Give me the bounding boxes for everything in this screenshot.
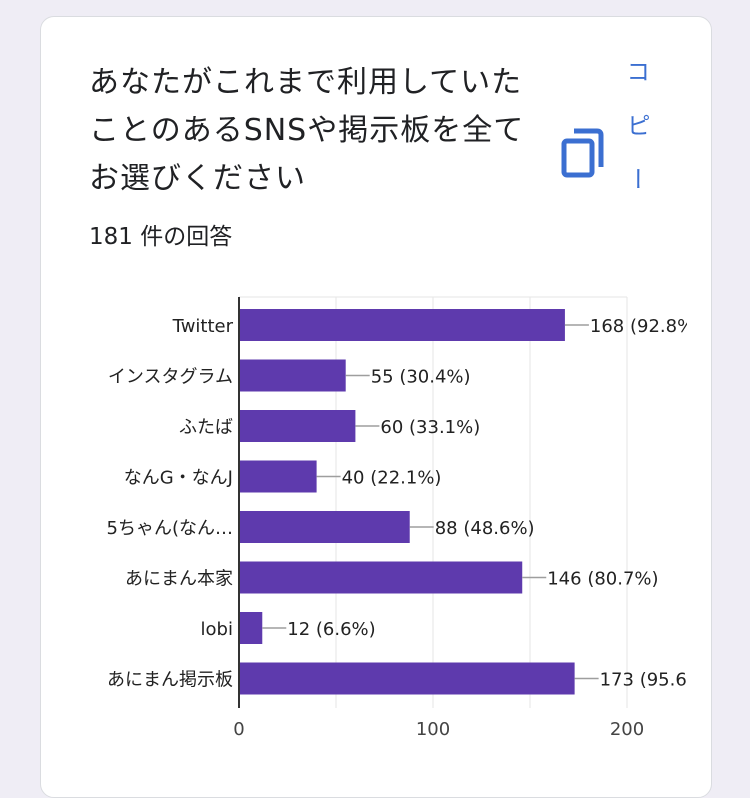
category-label: Twitter — [172, 316, 234, 337]
response-count: 181 件の回答 — [89, 224, 233, 250]
data-label: 60 (33.1%) — [380, 417, 480, 438]
bar — [239, 309, 565, 341]
category-label: あにまん掲示板 — [107, 670, 233, 691]
category-label: なんG・なんJ — [124, 468, 233, 489]
question-title: あなたがこれまで利用していたことのあるSNSや掲示板を全てお選びください — [89, 65, 525, 196]
copy-button[interactable] — [561, 125, 611, 181]
data-label: 173 (95.6% — [600, 670, 704, 691]
data-label: 146 (80.7%) — [547, 569, 658, 590]
x-tick-label: 100 — [416, 719, 450, 740]
bar — [239, 561, 523, 594]
category-label: インスタグラム — [108, 367, 233, 388]
data-label: 55 (30.4%) — [371, 367, 471, 388]
bar — [239, 662, 575, 695]
category-label: ふたば — [179, 417, 233, 438]
category-label: lobi — [201, 619, 233, 640]
bar — [239, 460, 317, 493]
x-tick-label: 200 — [610, 719, 644, 740]
copy-label[interactable]: コピー — [622, 59, 650, 221]
data-label: 12 (6.6%) — [287, 619, 375, 640]
category-label: 5ちゃん(なん… — [107, 518, 233, 539]
data-label: 88 (48.6%) — [435, 518, 535, 539]
data-label: 168 (92.8% — [590, 316, 694, 337]
data-label: 40 (22.1%) — [342, 468, 442, 489]
bar — [239, 511, 410, 543]
bar-chart: 168 (92.8% Twitter 55 (30.4%) インスタグラム 60 (33… — [107, 296, 704, 740]
bar — [239, 612, 263, 644]
x-tick-label: 0 — [233, 719, 244, 740]
category-label: あにまん本家 — [125, 569, 233, 590]
copy-icon — [561, 128, 604, 178]
bar — [239, 410, 356, 442]
bar — [239, 359, 346, 392]
